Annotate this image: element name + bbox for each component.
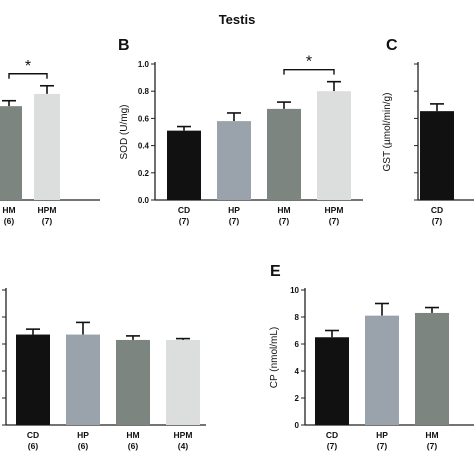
panel-a-significance-star: *: [25, 58, 31, 75]
panel-b-bar-hp: [217, 121, 251, 200]
panel-d-bar-hpm: [166, 339, 200, 425]
panel-d-category-label: HP: [77, 430, 89, 440]
panel-b-category-label: HP: [228, 205, 240, 215]
panel-b-sample-size: (7): [229, 216, 240, 226]
panel-e-y-axis-label: CP (nmol/mL): [269, 327, 280, 389]
panel-a-significance-bracket: [8, 73, 48, 79]
panel-b-category-label: CD: [178, 205, 190, 215]
panel-e-y-tick-label: 10: [290, 286, 299, 295]
panel-d-category-label: HPM: [174, 430, 193, 440]
panel-e-category-label: CD: [326, 430, 338, 440]
panel-b-y-tick-label: 1.0: [138, 60, 150, 69]
panel-e-letter: E: [270, 263, 281, 280]
panel-a-category-label: HPM: [38, 205, 57, 215]
panel-a-sample-size: (6): [4, 216, 15, 226]
panel-e-sample-size: (7): [377, 441, 388, 451]
panel-b-y-tick-label: 0.2: [138, 169, 150, 178]
panel-e-sample-size: (7): [327, 441, 338, 451]
panel-e-bar-hm: [415, 312, 449, 425]
panel-a-sample-size: (7): [42, 216, 53, 226]
panel-e-y-tick-label: 0: [295, 421, 300, 430]
panel-d-sample-size: (6): [78, 441, 89, 451]
panel-d-bar-hp: [66, 334, 100, 425]
panel-c-category-label: CD: [431, 205, 443, 215]
panel-e-bar-cd: [315, 337, 349, 425]
panel-e-bar-hp: [365, 315, 399, 425]
panel-e-y-tick-label: 8: [295, 313, 300, 322]
panel-b-significance-star: *: [306, 54, 312, 71]
panel-d-bar-cd: [16, 334, 50, 425]
panel-d-sample-size: (6): [128, 441, 139, 451]
panel-b-bar-cd: [167, 130, 201, 200]
panel-e-y-tick-label: 6: [295, 340, 300, 349]
panel-a-category-label: HM: [2, 205, 15, 215]
panel-b-sample-size: (7): [279, 216, 290, 226]
panel-d-category-label: CD: [27, 430, 39, 440]
panel-b-sample-size: (7): [329, 216, 340, 226]
panel-d-bar-hm: [116, 339, 150, 425]
panel-a-bar-hm: [0, 106, 22, 200]
panel-c-y-axis-label: GST (µmol/min/g): [382, 93, 393, 172]
panel-b-category-label: HM: [277, 205, 290, 215]
panel-e-category-label: HM: [425, 430, 438, 440]
panel-b-y-axis-label: SOD (U/mg): [119, 105, 130, 160]
panel-c-bar-cd: [420, 111, 454, 200]
panel-b-significance-bracket: [283, 68, 335, 75]
panel-b-sample-size: (7): [179, 216, 190, 226]
panel-b-y-tick-label: 0.6: [138, 114, 150, 123]
panel-d-sample-size: (6): [28, 441, 39, 451]
panel-b-y-tick-label: 0.8: [138, 87, 150, 96]
panel-d-category-label: HM: [126, 430, 139, 440]
panel-b-bar-hm: [267, 108, 301, 200]
panel-b-letter: B: [118, 37, 130, 54]
panel-a-bar-hpm: [34, 93, 60, 200]
panel-e-category-label: HP: [376, 430, 388, 440]
panel-c-letter: C: [386, 37, 398, 54]
panel-b-y-tick-label: 0.0: [138, 196, 150, 205]
panel-e-sample-size: (7): [427, 441, 438, 451]
panel-b-category-label: HPM: [325, 205, 344, 215]
panel-b-bar-hpm: [317, 91, 351, 200]
panel-b-y-tick-label: 0.4: [138, 142, 150, 151]
panel-d-sample-size: (4): [178, 441, 189, 451]
panel-e-y-tick-label: 2: [295, 394, 300, 403]
figure-title: Testis: [219, 12, 256, 27]
panel-c-sample-size: (7): [432, 216, 443, 226]
panel-e-y-tick-label: 4: [295, 367, 300, 376]
